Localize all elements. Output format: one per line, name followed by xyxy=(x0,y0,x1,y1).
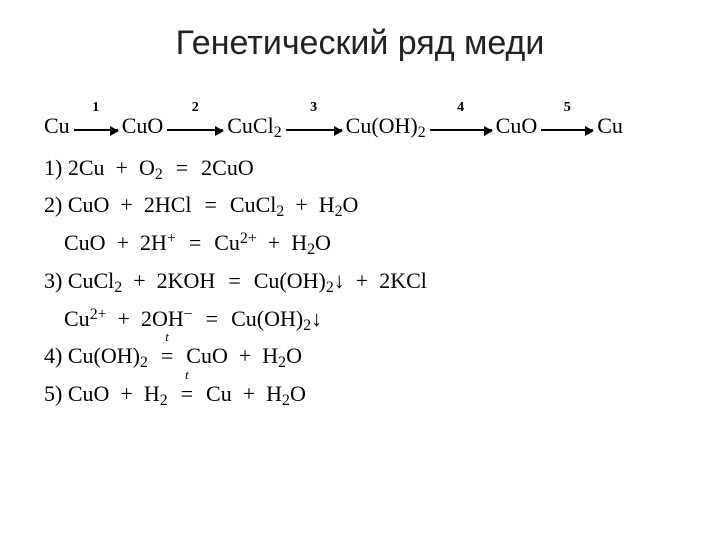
chain-arrow-label: 3 xyxy=(286,97,342,118)
chain-arrow: 1 xyxy=(74,111,118,144)
reaction-line: 4) Cu(OH)2 = CuO + H2O xyxy=(44,339,676,375)
species: H2O xyxy=(291,230,331,255)
species: CuO xyxy=(64,230,106,255)
chain-arrow: 4 xyxy=(430,111,492,144)
reaction-line: Cu2+ + 2OH− = Cu(OH)2↓ xyxy=(44,302,676,338)
species: CuO xyxy=(68,192,110,217)
chain-arrow: 2 xyxy=(167,111,223,144)
species: H2O xyxy=(266,381,306,406)
species: 2CuO xyxy=(201,155,254,180)
species: CuCl2 xyxy=(230,192,284,217)
chain-arrow-label: 5 xyxy=(541,97,593,118)
species: Cu(OH)2↓ xyxy=(254,268,345,293)
species: 2Cu xyxy=(68,155,105,180)
species: 2HCl xyxy=(144,192,192,217)
reaction-line: 1) 2Cu + O2 = 2CuO xyxy=(44,151,676,187)
reaction-number: 2) xyxy=(44,192,68,217)
chain-arrow-label: 2 xyxy=(167,97,223,118)
species: Cu(OH)2 xyxy=(68,343,148,368)
species: H2 xyxy=(144,381,168,406)
chain-species: Cu(OH)2 xyxy=(346,109,426,145)
chain-species: CuCl2 xyxy=(227,109,281,145)
chain-species: CuO xyxy=(496,109,538,142)
chain-species: CuO xyxy=(122,109,164,142)
species: Cu xyxy=(206,381,232,406)
species: H2O xyxy=(319,192,359,217)
species: 2KCl xyxy=(379,268,427,293)
chain-species: Cu xyxy=(597,109,623,142)
chain-species: Cu xyxy=(44,109,70,142)
reaction-number: 3) xyxy=(44,268,68,293)
reaction-number: 4) xyxy=(44,343,68,368)
species: O2 xyxy=(139,155,163,180)
slide: Генетический ряд меди Cu1CuO2CuCl23Cu(OH… xyxy=(0,0,720,540)
species: H2O xyxy=(262,343,302,368)
species: Cu2+ xyxy=(214,230,257,255)
chain-arrow: 5 xyxy=(541,111,593,144)
reaction-line: 2) CuO + 2HCl = CuCl2 + H2O xyxy=(44,188,676,224)
species: 2H+ xyxy=(140,230,176,255)
reaction-line: 3) CuCl2 + 2KOH = Cu(OH)2↓ + 2KCl xyxy=(44,264,676,300)
species: CuO xyxy=(68,381,110,406)
chain-arrow: 3 xyxy=(286,111,342,144)
reaction-number: 1) xyxy=(44,155,68,180)
species: CuCl2 xyxy=(68,268,122,293)
chain-arrow-label: 4 xyxy=(430,97,492,118)
reaction-list: 1) 2Cu + O2 = 2CuO2) CuO + 2HCl = CuCl2 … xyxy=(44,151,676,413)
equations-block: Cu1CuO2CuCl23Cu(OH)24CuO5Cu 1) 2Cu + O2 … xyxy=(44,109,676,413)
reaction-number: 5) xyxy=(44,381,68,406)
species: Cu2+ xyxy=(64,306,107,331)
species: Cu(OH)2↓ xyxy=(231,306,322,331)
reaction-chain: Cu1CuO2CuCl23Cu(OH)24CuO5Cu xyxy=(44,109,676,145)
chain-arrow-label: 1 xyxy=(74,97,118,118)
reaction-line: CuO + 2H+ = Cu2+ + H2O xyxy=(44,226,676,262)
species: 2KOH xyxy=(157,268,216,293)
reaction-line: 5) CuO + H2 = Cu + H2O xyxy=(44,377,676,413)
page-title: Генетический ряд меди xyxy=(44,24,676,63)
